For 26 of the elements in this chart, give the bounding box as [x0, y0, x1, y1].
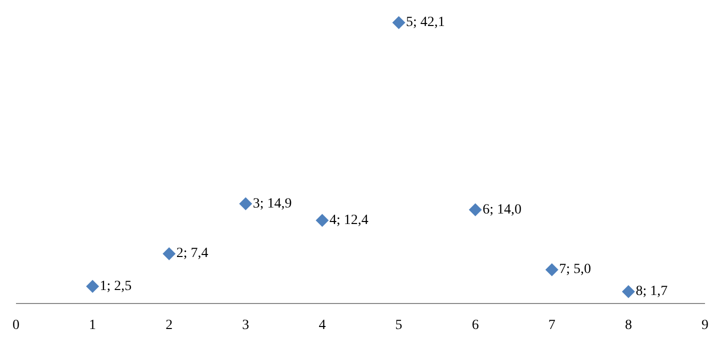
- x-tick-label: 1: [89, 318, 96, 333]
- data-label: 2; 7,4: [176, 246, 208, 262]
- point: [468, 203, 482, 216]
- point: [162, 247, 176, 260]
- x-tick-label: 7: [548, 318, 556, 333]
- data-label: 1; 2,5: [100, 278, 132, 294]
- x-tick-label: 6: [472, 318, 479, 333]
- x-tick-label: 3: [242, 318, 250, 333]
- point: [392, 16, 406, 30]
- data-label: 4; 12,4: [329, 212, 368, 228]
- x-tick-label: 0: [12, 318, 20, 333]
- data-label: 3; 14,9: [252, 196, 292, 212]
- x-tick-label: 5: [395, 318, 402, 333]
- x-tick-label: 2: [166, 318, 173, 333]
- data-label: 5; 42,1: [406, 15, 445, 30]
- data-label: 7; 5,0: [559, 262, 592, 278]
- point: [86, 280, 100, 293]
- point: [622, 285, 635, 298]
- point: [545, 263, 558, 276]
- point: [316, 214, 329, 227]
- point: [239, 197, 252, 210]
- x-tick-label: 9: [702, 318, 708, 333]
- data-label: 8; 1,7: [636, 284, 668, 300]
- x-tick-label: 4: [318, 318, 326, 333]
- data-label: 6; 14,0: [482, 202, 522, 218]
- x-tick-label: 8: [624, 318, 632, 333]
